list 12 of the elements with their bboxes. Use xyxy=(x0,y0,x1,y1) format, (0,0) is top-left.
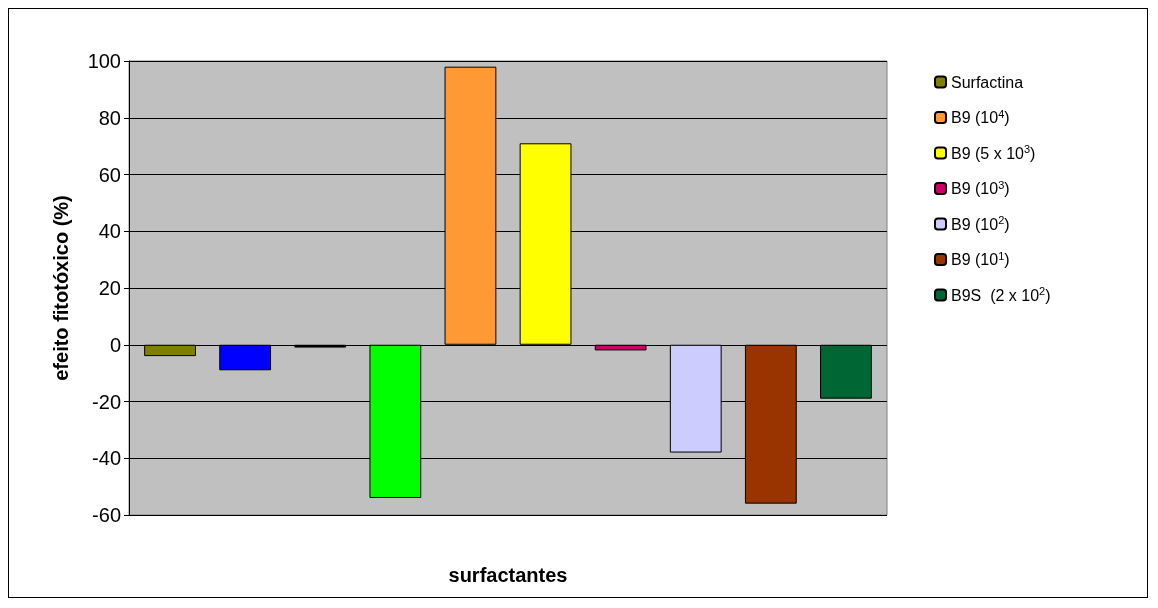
legend-label: Surfactina xyxy=(951,73,1024,91)
y-tick-label: -60 xyxy=(92,504,121,526)
y-axis-title: efeito fitotóxico (%) xyxy=(50,195,72,381)
y-tick-label: 40 xyxy=(98,220,121,243)
y-tick-label: 100 xyxy=(87,50,121,72)
y-tick-label: 20 xyxy=(98,277,121,299)
y-tick-label: 60 xyxy=(98,163,121,186)
y-tick-label: 0 xyxy=(109,333,121,356)
x-axis-title: surfactantes xyxy=(448,564,568,586)
y-tick-label: -40 xyxy=(92,447,121,470)
y-tick-label: 80 xyxy=(98,106,121,129)
y-tick-label: -20 xyxy=(92,390,121,413)
